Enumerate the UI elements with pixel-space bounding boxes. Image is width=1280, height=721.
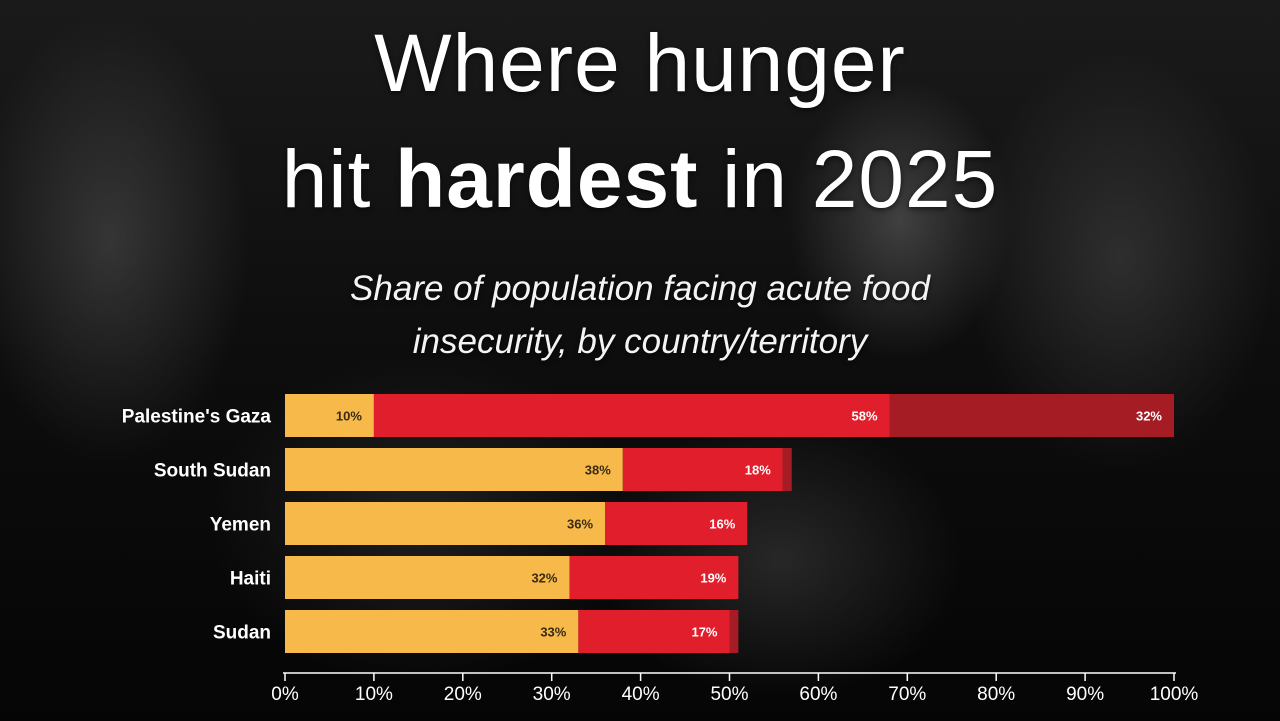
- chart-subtitle: Share of population facing acute food in…: [240, 262, 1040, 368]
- data-label: 58%: [851, 409, 877, 424]
- subtitle-line-2: insecurity, by country/territory: [412, 322, 868, 361]
- bar-segment: [889, 394, 1174, 437]
- bar-segment: [285, 448, 623, 491]
- x-tick-label: 30%: [533, 684, 571, 705]
- bar-segment: [729, 610, 739, 653]
- x-tick-label: 80%: [977, 684, 1015, 705]
- bar-segment: [782, 448, 792, 491]
- category-label: Yemen: [210, 515, 271, 536]
- data-label: 32%: [531, 571, 557, 586]
- data-label: 33%: [540, 625, 566, 640]
- bar-segment: [569, 556, 739, 599]
- x-tick-label: 10%: [355, 684, 393, 705]
- data-label: 36%: [567, 517, 593, 532]
- category-label: South Sudan: [154, 461, 271, 482]
- data-label: 16%: [709, 517, 735, 532]
- bar-segment: [285, 394, 374, 437]
- data-label: 10%: [336, 409, 362, 424]
- bar-segment: [285, 556, 570, 599]
- x-axis: 0% 10% 20% 30% 40% 50% 60% 70% 80% 90% 100%: [271, 672, 1199, 705]
- bars-group: Palestine's Gaza 10% 58% 32% South Sudan 38% 1…: [122, 394, 1174, 653]
- x-tick-label: 100%: [1150, 684, 1199, 705]
- data-label: 38%: [585, 463, 611, 478]
- data-label: 19%: [700, 571, 726, 586]
- category-label: Sudan: [213, 623, 271, 644]
- category-label: Haiti: [230, 569, 271, 590]
- bar-segment: [285, 502, 606, 545]
- x-tick-label: 70%: [888, 684, 926, 705]
- title-emphasis: hardest: [395, 134, 699, 225]
- x-tick-label: 0%: [271, 684, 299, 705]
- x-tick-label: 90%: [1066, 684, 1104, 705]
- bar-segment: [622, 448, 783, 491]
- bar-segment: [373, 394, 890, 437]
- chart-title: Where hunger hit hardest in 2025: [0, 6, 1280, 238]
- category-label: Palestine's Gaza: [122, 407, 272, 428]
- data-label: 18%: [745, 463, 771, 478]
- x-tick-label: 40%: [622, 684, 660, 705]
- bar-segment: [578, 610, 730, 653]
- title-line-2-start: hit: [281, 134, 396, 225]
- data-label: 17%: [691, 625, 717, 640]
- title-line-2: hit hardest in 2025: [0, 122, 1280, 238]
- title-line-1: Where hunger: [374, 18, 906, 109]
- bar-segment: [285, 610, 579, 653]
- subtitle-line-1: Share of population facing acute food: [350, 269, 930, 308]
- data-label: 32%: [1136, 409, 1162, 424]
- title-line-2-end: in 2025: [698, 134, 999, 225]
- x-tick-label: 20%: [444, 684, 482, 705]
- x-tick-label: 60%: [799, 684, 837, 705]
- bar-segment: [605, 502, 748, 545]
- x-tick-label: 50%: [710, 684, 748, 705]
